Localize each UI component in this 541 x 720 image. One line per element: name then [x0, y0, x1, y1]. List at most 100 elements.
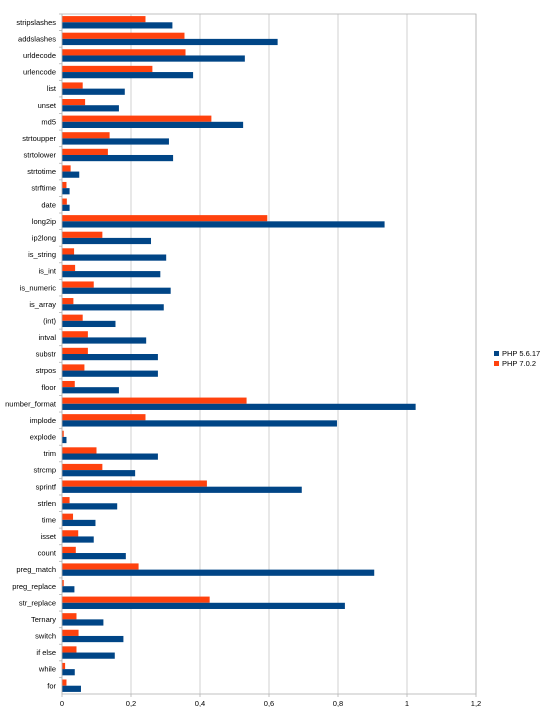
category-label: preg_match [16, 565, 56, 574]
category-label: urlencode [23, 68, 56, 77]
bar-php56 [62, 55, 245, 62]
bar-php7 [62, 679, 67, 686]
bar-php56 [62, 304, 164, 311]
category-label: strcmp [34, 466, 57, 475]
bar-php7 [62, 314, 83, 321]
bar-php56 [62, 221, 385, 228]
x-tick-label: 0,6 [264, 699, 274, 708]
bar-php56 [62, 337, 147, 344]
bar-php7 [62, 447, 97, 454]
bar-php7 [62, 364, 85, 371]
tick-labels: 0 0,2 0,4 0,6 0,8 1 1,2 [60, 694, 481, 708]
category-label: implode [30, 416, 56, 425]
legend-label: PHP 7.0.2 [502, 359, 536, 368]
bar-php56 [62, 569, 375, 576]
category-label: floor [41, 383, 56, 392]
legend-swatch [494, 351, 499, 356]
category-label: addslashes [18, 34, 56, 43]
legend-swatch [494, 361, 499, 366]
bar-php7 [62, 148, 108, 155]
bar-php56 [62, 138, 169, 145]
x-tick-label: 1 [405, 699, 409, 708]
bar-php56 [62, 453, 158, 460]
category-label: explode [30, 433, 56, 442]
bar-php7 [62, 497, 70, 504]
bar-php7 [62, 99, 86, 106]
category-label: strtolower [23, 151, 56, 160]
bar-php7 [62, 414, 146, 421]
category-label: isset [41, 532, 57, 541]
bar-php56 [62, 254, 167, 261]
bar-php56 [62, 503, 118, 510]
x-tick-label: 0 [60, 699, 64, 708]
category-label: while [38, 665, 56, 674]
bar-php56 [62, 237, 152, 245]
bar-php56 [62, 22, 173, 29]
bar-php7 [62, 463, 103, 471]
bar-php7 [62, 513, 74, 520]
bar-php56 [62, 652, 115, 659]
category-label: strtoupper [22, 134, 56, 143]
bar-php56 [62, 635, 124, 643]
bar-php56 [62, 553, 126, 560]
bar-php56 [62, 204, 70, 211]
bar-php56 [62, 586, 75, 593]
bar-php7 [62, 613, 77, 620]
bar-php56 [62, 602, 345, 609]
bar-php7 [62, 281, 94, 288]
category-label: str_replace [19, 598, 56, 607]
x-tick-label: 0,4 [195, 699, 205, 708]
category-label: strftime [31, 184, 56, 193]
category-label: md5 [41, 117, 56, 126]
category-label: switch [35, 632, 56, 641]
legend-label: PHP 5.6.17 [502, 349, 540, 358]
category-label: is_int [38, 267, 56, 276]
bar-php56 [62, 403, 416, 410]
category-label: substr [36, 350, 57, 359]
category-label: time [42, 515, 56, 524]
bar-php56 [62, 38, 278, 46]
category-label: is_numeric [20, 283, 57, 292]
bar-php56 [62, 105, 119, 112]
category-label: unset [38, 101, 57, 110]
bar-php7 [62, 215, 268, 222]
bar-php7 [62, 298, 74, 305]
bar-php56 [62, 354, 158, 361]
bar-php7 [62, 347, 88, 354]
bar-php56 [62, 271, 161, 278]
bar-php56 [62, 370, 158, 377]
bar-php7 [62, 580, 64, 587]
bar-php7 [62, 563, 139, 570]
bar-php7 [62, 198, 67, 205]
bar-php56 [62, 519, 96, 527]
x-tick-label: 1,2 [471, 699, 481, 708]
bar-php7 [62, 181, 67, 189]
bar-php56 [62, 486, 302, 493]
bar-php56 [62, 685, 81, 692]
category-label: strpos [36, 366, 57, 375]
bar-php7 [62, 115, 212, 122]
bar-php7 [62, 646, 77, 653]
bar-php56 [62, 72, 194, 79]
bar-php56 [62, 121, 244, 128]
bar-php56 [62, 420, 337, 427]
category-label: list [47, 84, 57, 93]
bar-php7 [62, 16, 146, 23]
bar-php7 [62, 248, 75, 255]
category-label: for [47, 681, 56, 690]
bar-php56 [62, 387, 119, 394]
bar-php7 [62, 165, 71, 172]
x-tick-label: 0,2 [126, 699, 136, 708]
category-label: is_string [28, 250, 56, 259]
category-label: stripslashes [16, 18, 56, 27]
category-label: strlen [38, 499, 56, 508]
bar-php7 [62, 662, 66, 670]
bar-php7 [62, 82, 83, 89]
bar-php56 [62, 669, 75, 676]
bar-php56 [62, 154, 174, 162]
x-tick-label: 0,8 [333, 699, 343, 708]
bar-php56 [62, 470, 136, 477]
category-label: count [38, 549, 57, 558]
bar-php7 [62, 231, 103, 238]
